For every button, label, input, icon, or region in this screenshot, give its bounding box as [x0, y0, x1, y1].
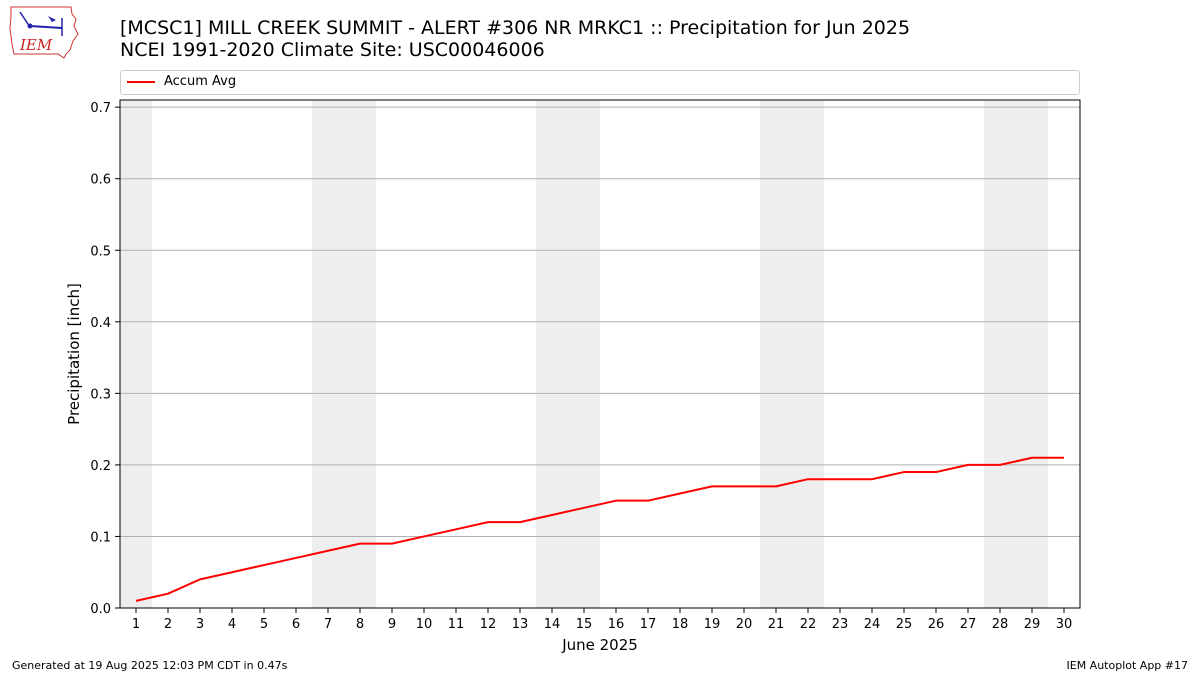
- x-tick-label-18: 18: [672, 617, 689, 632]
- legend: Accum Avg: [120, 70, 1080, 95]
- x-tick-label-22: 22: [800, 617, 817, 632]
- iem-logo-graphic: IEM: [9, 6, 79, 59]
- generated-timestamp: Generated at 19 Aug 2025 12:03 PM CDT in…: [12, 659, 288, 672]
- x-tick-label-1: 1: [132, 617, 140, 632]
- y-axis-ticks: 0.0 0.1 0.2 0.3 0.4 0.5 0.6 0.7: [90, 101, 120, 617]
- x-tick-label-6: 6: [292, 617, 300, 632]
- x-tick-label-27: 27: [960, 617, 977, 632]
- weekend-band-day-1: [120, 100, 152, 608]
- weekend-band-day-28: [984, 100, 1016, 608]
- weather-vane-bar: [29, 25, 63, 29]
- y-tick-label-3: 0.3: [90, 387, 111, 402]
- legend-label-accum-avg: Accum Avg: [164, 74, 237, 89]
- y-tick-label-7: 0.7: [90, 101, 111, 116]
- y-tick-label-6: 0.6: [90, 173, 111, 188]
- logo-text: IEM: [19, 36, 53, 54]
- legend-swatch-accum-avg: [127, 81, 155, 83]
- weekend-band-day-7: [312, 100, 344, 608]
- x-tick-label-30: 30: [1056, 617, 1073, 632]
- y-tick-label-0: 0.0: [90, 602, 111, 617]
- x-tick-label-15: 15: [576, 617, 593, 632]
- x-tick-label-16: 16: [608, 617, 625, 632]
- x-tick-label-20: 20: [736, 617, 753, 632]
- x-tick-label-10: 10: [416, 617, 433, 632]
- x-tick-label-13: 13: [512, 617, 529, 632]
- y-tick-label-5: 0.5: [90, 244, 111, 259]
- weather-vane-flag: [48, 16, 56, 22]
- chart-title: [MCSC1] MILL CREEK SUMMIT - ALERT #306 N…: [120, 17, 911, 39]
- weekend-band-day-29: [1016, 100, 1048, 608]
- x-tick-label-21: 21: [768, 617, 785, 632]
- weekend-band-day-14: [536, 100, 568, 608]
- weekend-band-day-21: [760, 100, 792, 608]
- x-tick-label-14: 14: [544, 617, 561, 632]
- weekend-band-day-22: [792, 100, 824, 608]
- x-tick-label-11: 11: [448, 617, 465, 632]
- iem-logo: IEM: [8, 4, 80, 60]
- weekend-shading-layer: [120, 100, 1048, 608]
- x-tick-label-9: 9: [388, 617, 396, 632]
- x-tick-label-12: 12: [480, 617, 497, 632]
- weekend-band-day-8: [344, 100, 376, 608]
- x-tick-label-28: 28: [992, 617, 1009, 632]
- chart-subtitle: NCEI 1991-2020 Climate Site: USC00046006: [120, 39, 545, 61]
- x-tick-label-24: 24: [864, 617, 881, 632]
- y-tick-label-4: 0.4: [90, 316, 111, 331]
- iowa-outline: [9, 6, 79, 59]
- x-axis-label: June 2025: [561, 636, 638, 654]
- y-tick-label-2: 0.2: [90, 459, 111, 474]
- plot-frame: [119, 99, 1081, 609]
- x-tick-label-25: 25: [896, 617, 913, 632]
- x-tick-label-19: 19: [704, 617, 721, 632]
- x-tick-label-4: 4: [228, 617, 236, 632]
- x-tick-label-23: 23: [832, 617, 849, 632]
- x-axis-ticks: 1 2 3 4 5 6 7 8 9 10 11 12 13 14 15 16 17 18 19 20 21 22 23 24 2…: [132, 608, 1072, 632]
- x-tick-label-17: 17: [640, 617, 657, 632]
- x-tick-label-7: 7: [324, 617, 332, 632]
- y-axis-label: Precipitation [inch]: [65, 283, 83, 425]
- y-tick-label-1: 0.1: [90, 530, 111, 545]
- x-tick-label-2: 2: [164, 617, 172, 632]
- app-label: IEM Autoplot App #17: [1066, 659, 1189, 672]
- chart-title-block: [MCSC1] MILL CREEK SUMMIT - ALERT #306 N…: [120, 17, 910, 61]
- x-tick-label-26: 26: [928, 617, 945, 632]
- x-tick-label-29: 29: [1024, 617, 1041, 632]
- series-layer: [135, 456, 1064, 602]
- weekend-band-day-15: [568, 100, 600, 608]
- x-tick-label-3: 3: [196, 617, 204, 632]
- x-tick-label-8: 8: [356, 617, 364, 632]
- x-tick-label-5: 5: [260, 617, 268, 632]
- series-line-accum-avg: [135, 456, 1064, 602]
